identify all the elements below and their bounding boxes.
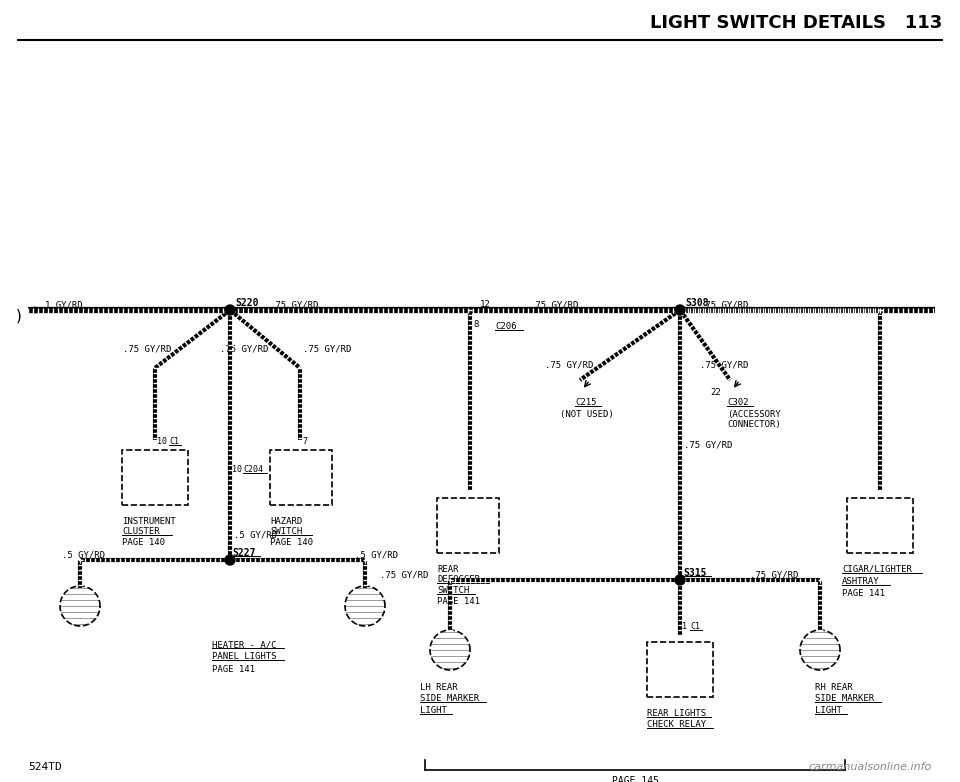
Text: LIGHT: LIGHT xyxy=(815,706,842,715)
Text: .75 GY/RD: .75 GY/RD xyxy=(684,440,732,449)
Text: .75 GY/RD: .75 GY/RD xyxy=(270,300,319,309)
Text: PAGE 140: PAGE 140 xyxy=(270,538,313,547)
Text: 1 GY/RD: 1 GY/RD xyxy=(45,300,83,309)
Text: SWITCH: SWITCH xyxy=(437,586,469,595)
Text: PAGE 141: PAGE 141 xyxy=(842,589,885,598)
Text: PAGE 141: PAGE 141 xyxy=(437,597,480,606)
Text: .75 GY/RD: .75 GY/RD xyxy=(123,345,172,354)
Text: (ACCESSORY: (ACCESSORY xyxy=(727,410,780,419)
Text: ASHTRAY: ASHTRAY xyxy=(842,577,879,586)
Text: ): ) xyxy=(16,309,22,324)
Text: S220: S220 xyxy=(235,298,258,308)
Text: REAR: REAR xyxy=(437,565,459,574)
Text: .75 GY/RD: .75 GY/RD xyxy=(700,360,749,369)
Circle shape xyxy=(225,305,235,315)
Text: HAZARD: HAZARD xyxy=(270,517,302,526)
Bar xyxy=(122,450,188,505)
Circle shape xyxy=(225,555,235,565)
Text: C1: C1 xyxy=(690,622,700,631)
Text: .75 GY/RD: .75 GY/RD xyxy=(380,570,428,579)
Text: SIDE MARKER: SIDE MARKER xyxy=(420,694,479,703)
Text: 10: 10 xyxy=(157,437,167,446)
Text: PAGE 145: PAGE 145 xyxy=(612,776,659,782)
Text: REAR LIGHTS: REAR LIGHTS xyxy=(647,709,707,718)
Text: CONNECTOR): CONNECTOR) xyxy=(727,420,780,429)
Text: PANEL LIGHTS: PANEL LIGHTS xyxy=(212,652,276,661)
Text: 22: 22 xyxy=(710,388,721,397)
Text: CLUSTER: CLUSTER xyxy=(122,527,159,536)
Text: LIGHT: LIGHT xyxy=(420,706,446,715)
Text: SWITCH: SWITCH xyxy=(270,527,302,536)
Text: 524TD: 524TD xyxy=(28,762,61,772)
Text: C206: C206 xyxy=(495,322,516,331)
Text: CIGAR/LIGHTER: CIGAR/LIGHTER xyxy=(842,565,912,574)
Text: .75 GY/RD: .75 GY/RD xyxy=(220,345,269,354)
Text: C302: C302 xyxy=(727,398,749,407)
Text: INSTRUMENT: INSTRUMENT xyxy=(122,517,176,526)
Text: C1: C1 xyxy=(169,437,179,446)
Text: 8: 8 xyxy=(473,320,478,329)
Text: S227: S227 xyxy=(232,548,255,558)
Text: carmanualsonline.info: carmanualsonline.info xyxy=(808,762,932,772)
Circle shape xyxy=(675,575,685,585)
Text: 7: 7 xyxy=(302,437,307,446)
Text: RH REAR: RH REAR xyxy=(815,683,852,692)
Bar xyxy=(647,642,713,697)
Text: PAGE 140: PAGE 140 xyxy=(122,538,165,547)
Text: HEATER - A/C: HEATER - A/C xyxy=(212,640,276,649)
Text: CHECK RELAY: CHECK RELAY xyxy=(647,720,707,729)
Bar xyxy=(847,498,913,553)
Text: C204: C204 xyxy=(243,465,263,474)
Text: .75 GY/RD: .75 GY/RD xyxy=(303,345,351,354)
Text: S308: S308 xyxy=(685,298,708,308)
Text: .5 GY/RD: .5 GY/RD xyxy=(355,550,398,559)
Text: SIDE MARKER: SIDE MARKER xyxy=(815,694,875,703)
Text: LH REAR: LH REAR xyxy=(420,683,458,692)
Text: PAGE 141: PAGE 141 xyxy=(212,665,255,674)
Bar xyxy=(437,498,499,553)
Text: LIGHT SWITCH DETAILS   113: LIGHT SWITCH DETAILS 113 xyxy=(650,14,942,32)
Text: C215: C215 xyxy=(575,398,596,407)
Text: 10: 10 xyxy=(232,465,242,474)
Text: .75 GY/RD: .75 GY/RD xyxy=(545,360,593,369)
Bar xyxy=(270,450,332,505)
Text: S315: S315 xyxy=(683,568,707,578)
Text: .75 GY/RD: .75 GY/RD xyxy=(750,570,799,579)
Text: 1: 1 xyxy=(682,622,687,631)
Text: .75 GY/RD: .75 GY/RD xyxy=(530,300,578,309)
Text: .5 GY/RD: .5 GY/RD xyxy=(234,530,277,539)
Text: .5 GY/RD: .5 GY/RD xyxy=(62,550,105,559)
Text: (NOT USED): (NOT USED) xyxy=(560,410,613,419)
Text: DEFOGGER: DEFOGGER xyxy=(437,575,480,584)
Circle shape xyxy=(675,305,685,315)
Text: 12: 12 xyxy=(480,300,491,309)
Text: .75 GY/RD: .75 GY/RD xyxy=(700,300,749,309)
